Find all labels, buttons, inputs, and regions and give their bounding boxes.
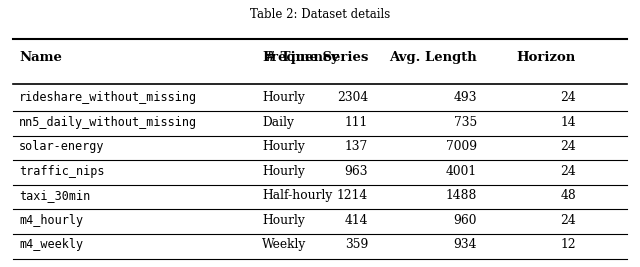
Text: taxi_30min: taxi_30min [19,189,90,202]
Text: 414: 414 [344,214,368,227]
Text: Avg. Length: Avg. Length [389,51,477,64]
Text: 2304: 2304 [337,91,368,104]
Text: 1488: 1488 [445,189,477,202]
Text: rideshare_without_missing: rideshare_without_missing [19,91,197,104]
Text: # Time Series: # Time Series [264,51,368,64]
Text: nn5_daily_without_missing: nn5_daily_without_missing [19,116,197,129]
Text: 12: 12 [561,238,576,252]
Text: 24: 24 [560,140,576,153]
Text: 137: 137 [345,140,368,153]
Text: 48: 48 [560,189,576,202]
Text: 4001: 4001 [445,165,477,178]
Text: Horizon: Horizon [516,51,576,64]
Text: m4_weekly: m4_weekly [19,238,83,252]
Text: 111: 111 [345,116,368,129]
Text: Hourly: Hourly [262,140,305,153]
Text: solar-energy: solar-energy [19,140,105,153]
Text: Hourly: Hourly [262,91,305,104]
Text: Half-hourly: Half-hourly [262,189,333,202]
Text: Hourly: Hourly [262,165,305,178]
Text: Table 2: Dataset details: Table 2: Dataset details [250,8,390,21]
Text: 24: 24 [560,214,576,227]
Text: 1214: 1214 [337,189,368,202]
Text: 960: 960 [453,214,477,227]
Text: 735: 735 [454,116,477,129]
Text: Name: Name [19,51,62,64]
Text: 963: 963 [344,165,368,178]
Text: 7009: 7009 [445,140,477,153]
Text: Daily: Daily [262,116,294,129]
Text: 14: 14 [561,116,576,129]
Text: 359: 359 [344,238,368,252]
Text: m4_hourly: m4_hourly [19,214,83,227]
Text: 493: 493 [453,91,477,104]
Text: traffic_nips: traffic_nips [19,165,105,178]
Text: 24: 24 [560,91,576,104]
Text: Hourly: Hourly [262,214,305,227]
Text: Weekly: Weekly [262,238,307,252]
Text: Frequency: Frequency [262,51,339,64]
Text: 24: 24 [560,165,576,178]
Text: 934: 934 [453,238,477,252]
